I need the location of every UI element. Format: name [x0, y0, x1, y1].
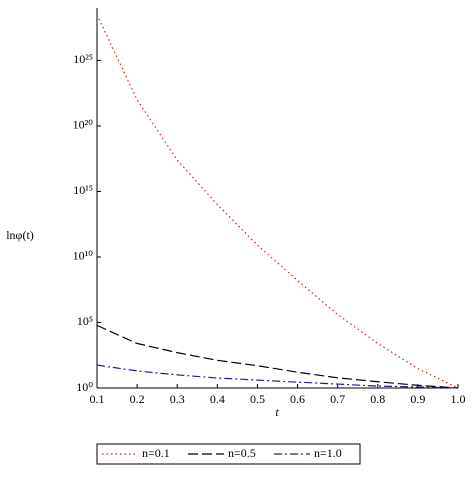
legend-box: [96, 443, 361, 465]
x-tick-label: 0.6: [290, 392, 305, 406]
y-tick-label: 10²⁰: [73, 118, 94, 132]
y-tick-label: 10²⁵: [73, 52, 93, 66]
y-tick-label: 10¹⁵: [73, 183, 93, 197]
x-axis-label: t: [275, 405, 279, 419]
x-tick-label: 0.2: [130, 392, 145, 406]
x-tick-label: 0.5: [250, 392, 265, 406]
x-tick-label: 0.3: [170, 392, 185, 406]
x-tick-label: 0.9: [410, 392, 425, 406]
series-line: [96, 14, 459, 389]
legend-label: n=0.5: [228, 446, 256, 460]
x-tick-label: 0.7: [330, 392, 345, 406]
y-tick-label: 10⁰: [76, 380, 93, 394]
x-tick-label: 0.4: [210, 392, 225, 406]
y-tick-label: 10¹⁰: [73, 249, 94, 263]
x-tick-label: 0.1: [90, 392, 105, 406]
x-tick-label: 0.8: [370, 392, 385, 406]
legend-label: n=0.1: [142, 446, 170, 460]
series-line: [96, 364, 459, 389]
legend-label: n=1.0: [314, 446, 342, 460]
series-line: [96, 324, 459, 389]
x-tick-label: 1.0: [451, 392, 466, 406]
y-axis-label: lnφ(t): [6, 228, 34, 242]
y-tick-label: 10⁵: [77, 314, 93, 328]
